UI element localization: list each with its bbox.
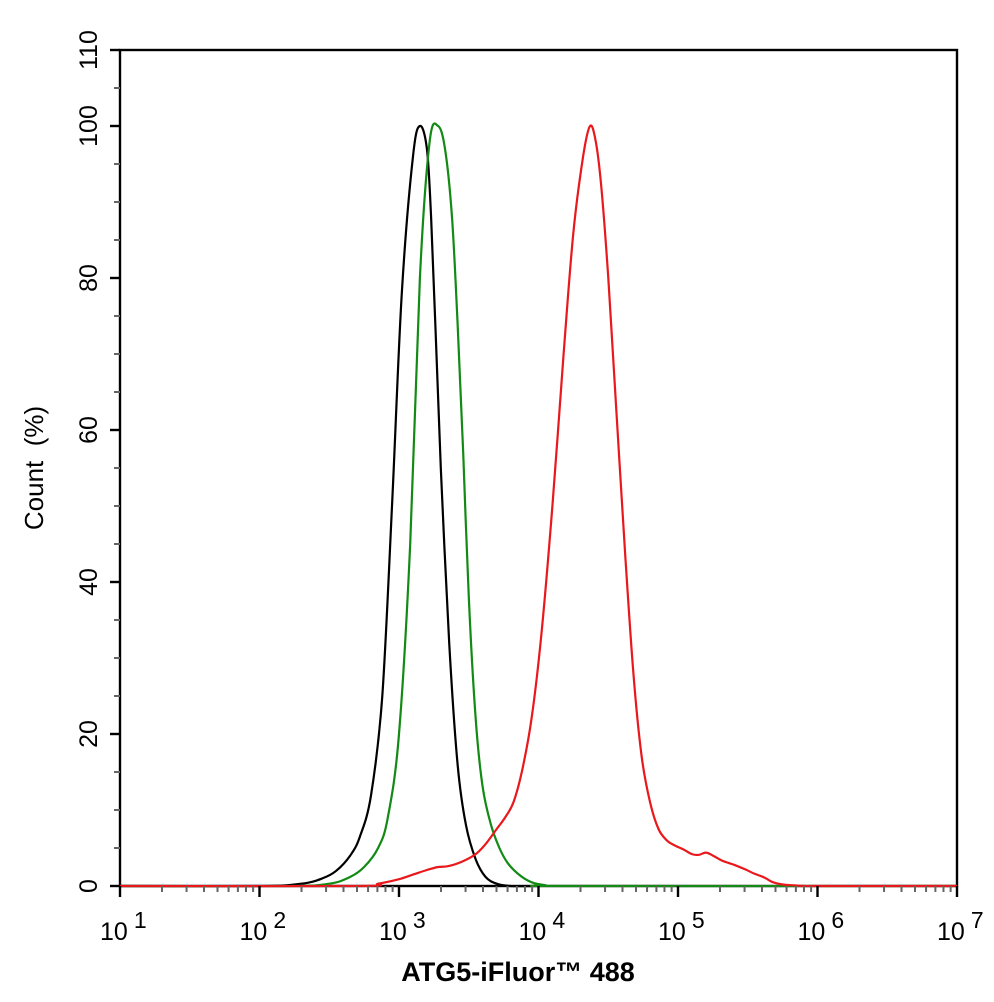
x-tick-label: 10 6	[798, 907, 845, 946]
y-axis-ticks	[110, 48, 120, 888]
y-tick-label: 40	[75, 568, 103, 596]
plot-area	[118, 48, 959, 888]
x-tick-label: 10 1	[100, 907, 147, 946]
x-tick-label: 10 4	[519, 907, 566, 946]
x-axis-tick-labels: 10 1 10 2 10 3 10 4 10 5 10 6 10 7	[100, 907, 984, 946]
y-tick-label: 80	[75, 264, 103, 292]
histogram-curve-black	[119, 124, 539, 888]
y-axis-tick-labels: 0 20 40 60 80 100 110	[75, 30, 103, 893]
plot-frame	[118, 48, 959, 888]
histogram-curve-red	[119, 124, 957, 888]
x-tick-label: 10 5	[658, 907, 705, 946]
y-axis-title: Count (%)	[19, 406, 49, 530]
x-axis-title: ATG5-iFluor™ 488	[401, 957, 635, 987]
x-tick-label: 10 3	[379, 907, 426, 946]
histogram-curve-green	[119, 122, 958, 888]
histogram-curves	[119, 122, 958, 888]
y-tick-label: 0	[75, 879, 103, 893]
y-tick-label: 20	[75, 720, 103, 748]
x-axis-ticks	[118, 886, 959, 897]
y-tick-label: 100	[75, 105, 103, 147]
y-tick-label: 60	[75, 416, 103, 444]
y-tick-label: 110	[75, 30, 103, 70]
x-tick-label: 10 7	[937, 907, 984, 946]
x-tick-label: 10 2	[240, 907, 287, 946]
